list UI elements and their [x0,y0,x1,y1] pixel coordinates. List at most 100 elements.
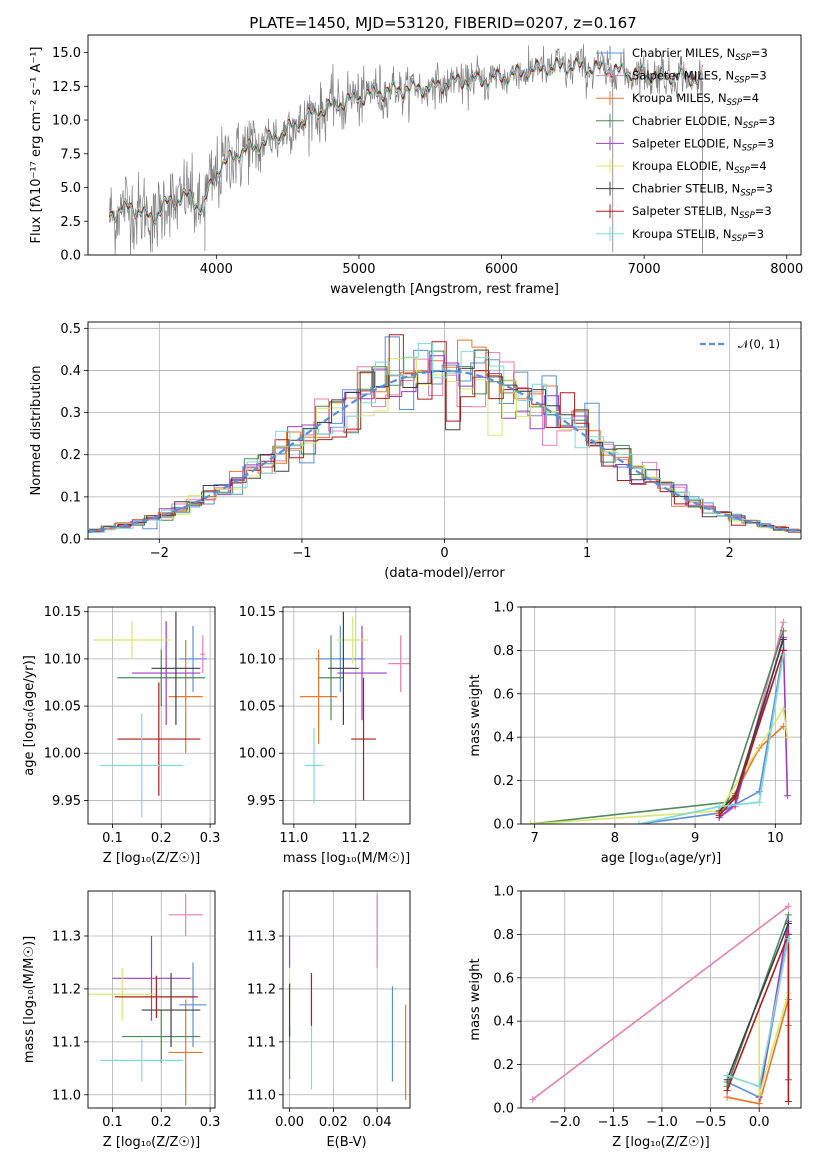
x-axis-label: mass [log₁₀(M/M☉)] [283,851,410,866]
x-tick-label: 0.2 [151,831,172,846]
y-tick-label: 0.1 [60,490,81,505]
axes-frame [520,606,802,825]
legend-entry: Kroupa MILES, NSSP=4 [632,91,759,108]
x-tick-label: 5000 [342,262,375,277]
y-tick-label: 0.8 [493,928,514,943]
legend-entry: Chabrier MILES, NSSP=3 [632,46,768,63]
errorbar-point [88,967,157,1021]
y-axis-label: mass weight [468,674,483,756]
mass-weight-marker [779,651,787,659]
y-tick-label: 0.4 [493,1015,514,1030]
x-axis-label: Z [log₁₀(Z/Z☉)] [103,851,200,866]
y-tick-label: 9.95 [247,794,276,809]
mass-weight-line [718,621,785,819]
y-tick-label: 0.0 [60,249,81,264]
spectrum-model-line [109,59,703,226]
x-tick-label: −1 [292,546,311,561]
y-tick-label: 0.2 [493,774,514,789]
mass-weight-marker [755,798,763,806]
y-tick-label: 0.2 [493,1058,514,1073]
legend-entry: Salpeter MILES, NSSP=3 [632,69,767,86]
y-tick-label: 11.3 [247,929,276,944]
plot-area-mass-vs-Z [88,893,207,1106]
x-tick-label: 7 [530,831,538,846]
y-tick-label: 5.0 [60,181,81,196]
x-tick-label: 0.1 [102,831,123,846]
axes-spectrum: 4000 5000 6000 7000 8000 0.0 2.5 5.0 7.5 10.0 12.5… [29,34,803,297]
errorbar-point [112,935,191,1021]
errorbar-point [131,621,201,725]
mass-weight-marker [784,1097,792,1105]
x-tick-label: 10 [767,831,784,846]
mass-weight-marker [783,733,791,741]
plot-area-spectrum [109,43,704,255]
x-tick-label: 0.3 [200,831,221,846]
histogram-step-line [90,342,801,533]
y-tick-label: 0.4 [60,364,81,379]
errorbar-point [100,1039,184,1082]
errorbar-point [141,973,201,1048]
axes-frame [87,34,802,256]
x-tick-label: 2 [726,546,734,561]
x-axis-label: Z [log₁₀(Z/Z☉)] [612,1135,709,1150]
axes-frame [520,890,802,1109]
errorbar-point [388,635,410,692]
errorbar-point [200,635,206,674]
mass-weight-marker [779,705,787,713]
errorbar-point [92,621,172,659]
x-tick-label: −2.0 [549,1115,581,1130]
y-tick-label: 0.8 [493,644,514,659]
mass-weight-marker [784,911,792,919]
y-axis-label: mass [log₁₀(M/M☉)] [22,936,37,1063]
x-tick-label: −1.5 [598,1115,630,1130]
x-tick-label: 11.0 [279,831,308,846]
y-tick-label: 9.95 [52,794,81,809]
y-tick-label: 15.0 [52,46,81,61]
x-tick-label: 0.1 [102,1115,123,1130]
y-tick-label: 0.5 [60,322,81,337]
mass-weight-marker [779,627,787,635]
y-tick-label: 11.1 [52,1035,81,1050]
errorbar-point [179,625,207,692]
mass-weight-marker [731,794,739,802]
errorbar-point [318,635,344,721]
histogram-step-line [89,349,801,532]
x-axis-label: age [log₁₀(age/yr)] [601,851,722,866]
axes-frame [282,890,411,1109]
mass-weight-line [718,725,784,814]
x-tick-label: 0.3 [200,1115,221,1130]
mass-weight-line [532,905,789,1100]
mass-weight-line [530,630,785,824]
mass-weight-marker [723,1093,731,1101]
x-tick-label: 0.04 [363,1115,392,1130]
plot-area-mass-weight-vs-Z [529,902,792,1108]
mass-weight-marker [755,1082,763,1090]
errorbar-point [300,649,338,744]
mass-weight-marker [755,1017,763,1025]
axes-frame [87,890,216,1109]
y-tick-label: 11.1 [247,1035,276,1050]
y-axis-label: mass weight [468,958,483,1040]
y-tick-label: 1.0 [493,601,514,616]
mass-weight-line [726,923,790,1081]
y-tick-label: 11.2 [52,982,81,997]
mass-weight-marker [527,820,535,824]
x-tick-label: −0.5 [695,1115,727,1130]
y-tick-label: 0.0 [493,818,514,833]
x-tick-label: 0.02 [319,1115,348,1130]
legend-entry: Kroupa STELIB, NSSP=3 [632,227,764,244]
y-axis-label: Normed distribution [29,366,44,496]
y-tick-label: 0.6 [493,971,514,986]
mass-weight-marker [755,1091,763,1099]
x-tick-label: 4000 [200,262,233,277]
errorbar-point [168,999,203,1106]
errorbar-point [114,975,198,1019]
x-axis-label: E(B-V) [326,1135,366,1150]
plot-area-residuals [88,334,801,533]
y-tick-label: 1.0 [493,885,514,900]
mass-weight-marker [779,636,787,644]
legend-entry: Salpeter STELIB, NSSP=3 [632,204,772,221]
errorbar-point [351,677,376,801]
errorbar-point [168,893,203,936]
axes-frame [87,606,216,825]
